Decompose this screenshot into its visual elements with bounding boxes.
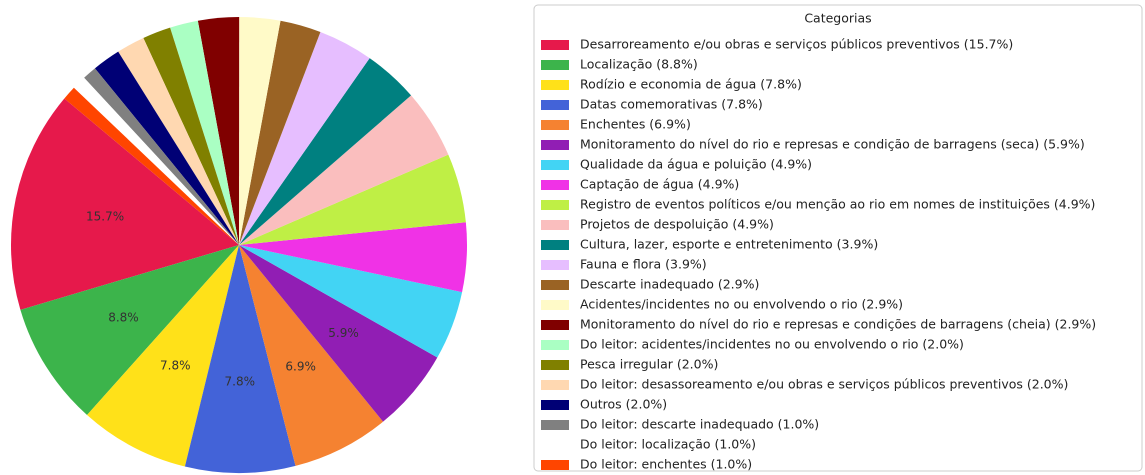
legend-label: Cultura, lazer, esporte e entretenimento… (580, 237, 878, 252)
legend-swatch (541, 440, 569, 450)
pie-slice (239, 17, 281, 245)
legend-swatch (541, 460, 569, 470)
legend-label: Descarte inadequado (2.9%) (580, 277, 759, 292)
legend-swatch (541, 200, 569, 210)
legend-swatch (541, 240, 569, 250)
legend-label: Outros (2.0%) (580, 397, 667, 412)
pie-slice (73, 77, 239, 245)
pie-slice (197, 17, 240, 245)
legend-label: Do leitor: localização (1.0%) (580, 437, 756, 452)
legend-swatch (541, 140, 569, 150)
pie-slice (184, 245, 296, 474)
legend-label: Enchentes (6.9%) (580, 117, 691, 132)
pie-slice (239, 154, 466, 245)
legend-label: Do leitor: descarte inadequado (1.0%) (580, 417, 819, 432)
legend-swatch (541, 380, 569, 390)
legend-label: Qualidade da água e poluição (4.9%) (580, 157, 812, 172)
slice-label: 8.8% (108, 311, 139, 325)
pie-slice (64, 87, 240, 245)
legend-title: Categorias (804, 11, 871, 26)
legend-swatch (541, 360, 569, 370)
legend-swatch (541, 400, 569, 410)
legend-swatch (541, 180, 569, 190)
pie-slice (20, 245, 240, 415)
slice-label: 15.7% (86, 210, 124, 224)
pie-slice (170, 20, 239, 246)
pie-slice (94, 51, 240, 245)
legend-label: Datas comemorativas (7.8%) (580, 97, 763, 112)
pie-slice (239, 58, 412, 245)
legend-swatch (541, 160, 569, 170)
legend-swatch (541, 320, 569, 330)
pie-slice (239, 222, 467, 293)
legend-swatch (541, 220, 569, 230)
pie-slice (239, 95, 449, 245)
legend-swatch (541, 40, 569, 50)
legend-label: Pesca irregular (2.0%) (580, 357, 718, 372)
legend-swatch (541, 420, 569, 430)
slice-label: 5.9% (328, 326, 359, 340)
pie-slice (84, 68, 240, 246)
pie-slice (239, 32, 370, 245)
legend-label: Do leitor: acidentes/incidentes no ou en… (580, 337, 964, 352)
pie-slice (118, 38, 239, 245)
legend-label: Do leitor: enchentes (1.0%) (580, 457, 752, 472)
slice-label: 7.8% (160, 359, 191, 373)
legend-swatch (541, 120, 569, 130)
legend-label: Monitoramento do nível do rio e represas… (580, 137, 1085, 152)
pie-slice (239, 245, 438, 422)
legend-box (533, 4, 1143, 472)
legend-label: Fauna e flora (3.9%) (580, 257, 707, 272)
legend-label: Monitoramento do nível do rio e represas… (580, 317, 1096, 332)
pie-slice (87, 245, 239, 467)
legend-label: Desarroreamento e/ou obras e serviços pú… (580, 37, 1013, 52)
legend-swatch (541, 60, 569, 70)
legend-label: Projetos de despoluição (4.9%) (580, 217, 774, 232)
pie-slice (239, 245, 463, 358)
legend-label: Rodízio e economia de água (7.8%) (580, 77, 802, 92)
legend-swatch (541, 80, 569, 90)
legend-label: Do leitor: desassoreamento e/ou obras e … (580, 377, 1068, 392)
legend-label: Captação de água (4.9%) (580, 177, 739, 192)
pie-slice (143, 27, 239, 245)
legend-label: Acidentes/incidentes no ou envolvendo o … (580, 297, 903, 312)
legend-swatch (541, 340, 569, 350)
slice-label: 6.9% (285, 360, 316, 374)
pie-slice (239, 245, 384, 466)
legend-label: Registro de eventos políticos e/ou mençã… (580, 197, 1095, 212)
legend-swatch (541, 100, 569, 110)
legend-swatch (541, 260, 569, 270)
slice-label: 7.8% (225, 374, 256, 388)
legend-swatch (541, 280, 569, 290)
pie-slice (239, 20, 321, 245)
pie-slice (10, 98, 240, 310)
legend-swatch (541, 300, 569, 310)
legend-label: Localização (8.8%) (580, 57, 698, 72)
